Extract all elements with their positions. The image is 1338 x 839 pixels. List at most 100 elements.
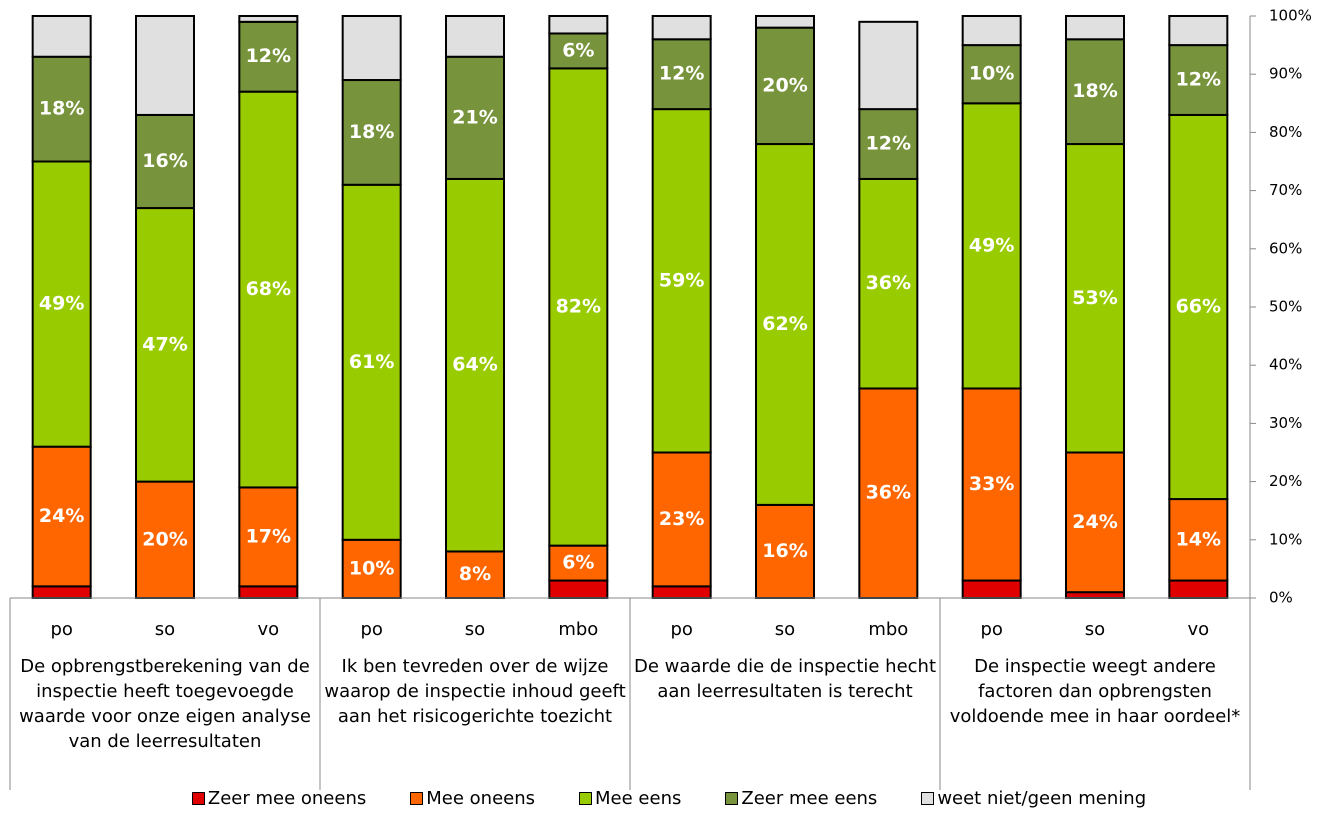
value-label: 18% [349, 121, 394, 143]
x-tick-label: mbo [868, 619, 908, 640]
x-tick-label: so [465, 619, 485, 640]
bar-segment [1065, 38, 1125, 146]
value-label: 16% [142, 150, 187, 172]
value-label: 61% [349, 351, 394, 373]
x-tick-label: so [155, 619, 175, 640]
value-label: 12% [659, 63, 704, 85]
bar-segment [135, 15, 195, 116]
bar-segment [135, 207, 195, 483]
x-tick-label: po [670, 619, 692, 640]
bar-segment [651, 585, 712, 599]
y-tick-label: 0% [1269, 589, 1293, 607]
value-label: 14% [1176, 528, 1221, 550]
value-label: 8% [459, 563, 491, 585]
bar-segment [548, 15, 609, 35]
y-tick-label: 40% [1269, 356, 1302, 374]
value-label: 6% [562, 552, 594, 574]
group-label: De waarde die de inspectie hecht aan lee… [633, 656, 937, 702]
value-label: 24% [1072, 511, 1117, 533]
value-label: 12% [1176, 69, 1221, 91]
bar-segment [858, 20, 919, 111]
x-tick-label: vo [257, 619, 279, 640]
bar-segment [445, 15, 505, 58]
bar-segment [341, 538, 402, 599]
value-label: 21% [452, 106, 497, 128]
bar-segment [548, 32, 609, 70]
value-label: 10% [349, 557, 394, 579]
bar-segment [1168, 44, 1229, 116]
value-label: 20% [762, 74, 807, 96]
bar-segment [31, 160, 92, 448]
bar-segment [238, 20, 299, 93]
bar-segment [31, 15, 92, 58]
y-tick-label: 20% [1269, 472, 1302, 490]
bar-segment [548, 67, 609, 547]
y-tick-label: 60% [1269, 239, 1302, 257]
bar-segment [858, 177, 919, 390]
y-tick-label: 30% [1269, 414, 1302, 432]
value-label: 6% [562, 39, 594, 61]
bar-segment [651, 108, 712, 454]
legend-label: Mee eens [595, 788, 682, 809]
value-label: 62% [762, 313, 807, 335]
legend-swatch [921, 792, 935, 805]
legend-swatch [410, 792, 424, 805]
bar-segment [1065, 451, 1125, 594]
legend-item: Zeer mee oneens [191, 788, 367, 809]
value-label: 36% [866, 272, 911, 294]
x-tick-label: po [50, 619, 72, 640]
bar-segment [31, 585, 92, 599]
y-tick-label: 10% [1269, 530, 1302, 548]
value-label: 49% [969, 234, 1014, 256]
value-label: 10% [969, 63, 1014, 85]
legend-item: weet niet/geen mening [921, 788, 1146, 809]
y-tick-label: 100% [1269, 7, 1312, 25]
x-tick-label: mbo [558, 619, 598, 640]
value-label: 66% [1176, 296, 1221, 318]
legend-swatch [579, 792, 593, 805]
bar-segment [755, 143, 815, 506]
bar-segment [961, 102, 1022, 390]
legend-item: Mee oneens [410, 788, 535, 809]
value-label: 18% [1072, 80, 1117, 102]
value-label: 20% [142, 528, 187, 550]
bar-segment [755, 15, 815, 29]
value-label: 59% [659, 269, 704, 291]
bar-segment [548, 579, 609, 599]
value-label: 17% [246, 525, 291, 547]
legend-swatch [191, 792, 205, 805]
legend-label: weet niet/geen mening [937, 788, 1147, 809]
bar-segment [341, 79, 402, 186]
y-tick-label: 50% [1269, 298, 1302, 316]
x-tick-label: vo [1187, 619, 1209, 640]
value-label: 23% [659, 508, 704, 530]
group-label: Ik ben tevreden over de wijze waarop de … [324, 656, 626, 727]
value-label: 12% [866, 133, 911, 155]
bar-segment [961, 579, 1022, 599]
bar-segment [1065, 143, 1125, 454]
value-label: 24% [39, 505, 84, 527]
value-label: 49% [39, 293, 84, 315]
bar-segment [341, 183, 402, 541]
bar-segment [961, 15, 1022, 47]
bar-segment [1168, 15, 1229, 47]
x-tick-label: po [360, 619, 382, 640]
value-label: 12% [246, 45, 291, 67]
y-tick-label: 90% [1269, 65, 1302, 83]
value-label: 18% [39, 98, 84, 120]
value-label: 33% [969, 473, 1014, 495]
value-label: 64% [452, 354, 497, 376]
bar-segment [135, 113, 195, 210]
bar-segment [31, 55, 92, 163]
group-label: De inspectie weegt andere factoren dan o… [949, 656, 1241, 727]
group-label: De opbrengstberekening van de inspectie … [19, 656, 311, 752]
bar-segment [548, 544, 609, 582]
value-label: 82% [556, 296, 601, 318]
x-tick-label: po [980, 619, 1002, 640]
x-tick-label: so [1085, 619, 1105, 640]
legend-label: Zeer mee oneens [207, 788, 367, 809]
value-label: 16% [762, 540, 807, 562]
legend-item: Mee eens [579, 788, 681, 809]
bar-segment [651, 38, 712, 111]
